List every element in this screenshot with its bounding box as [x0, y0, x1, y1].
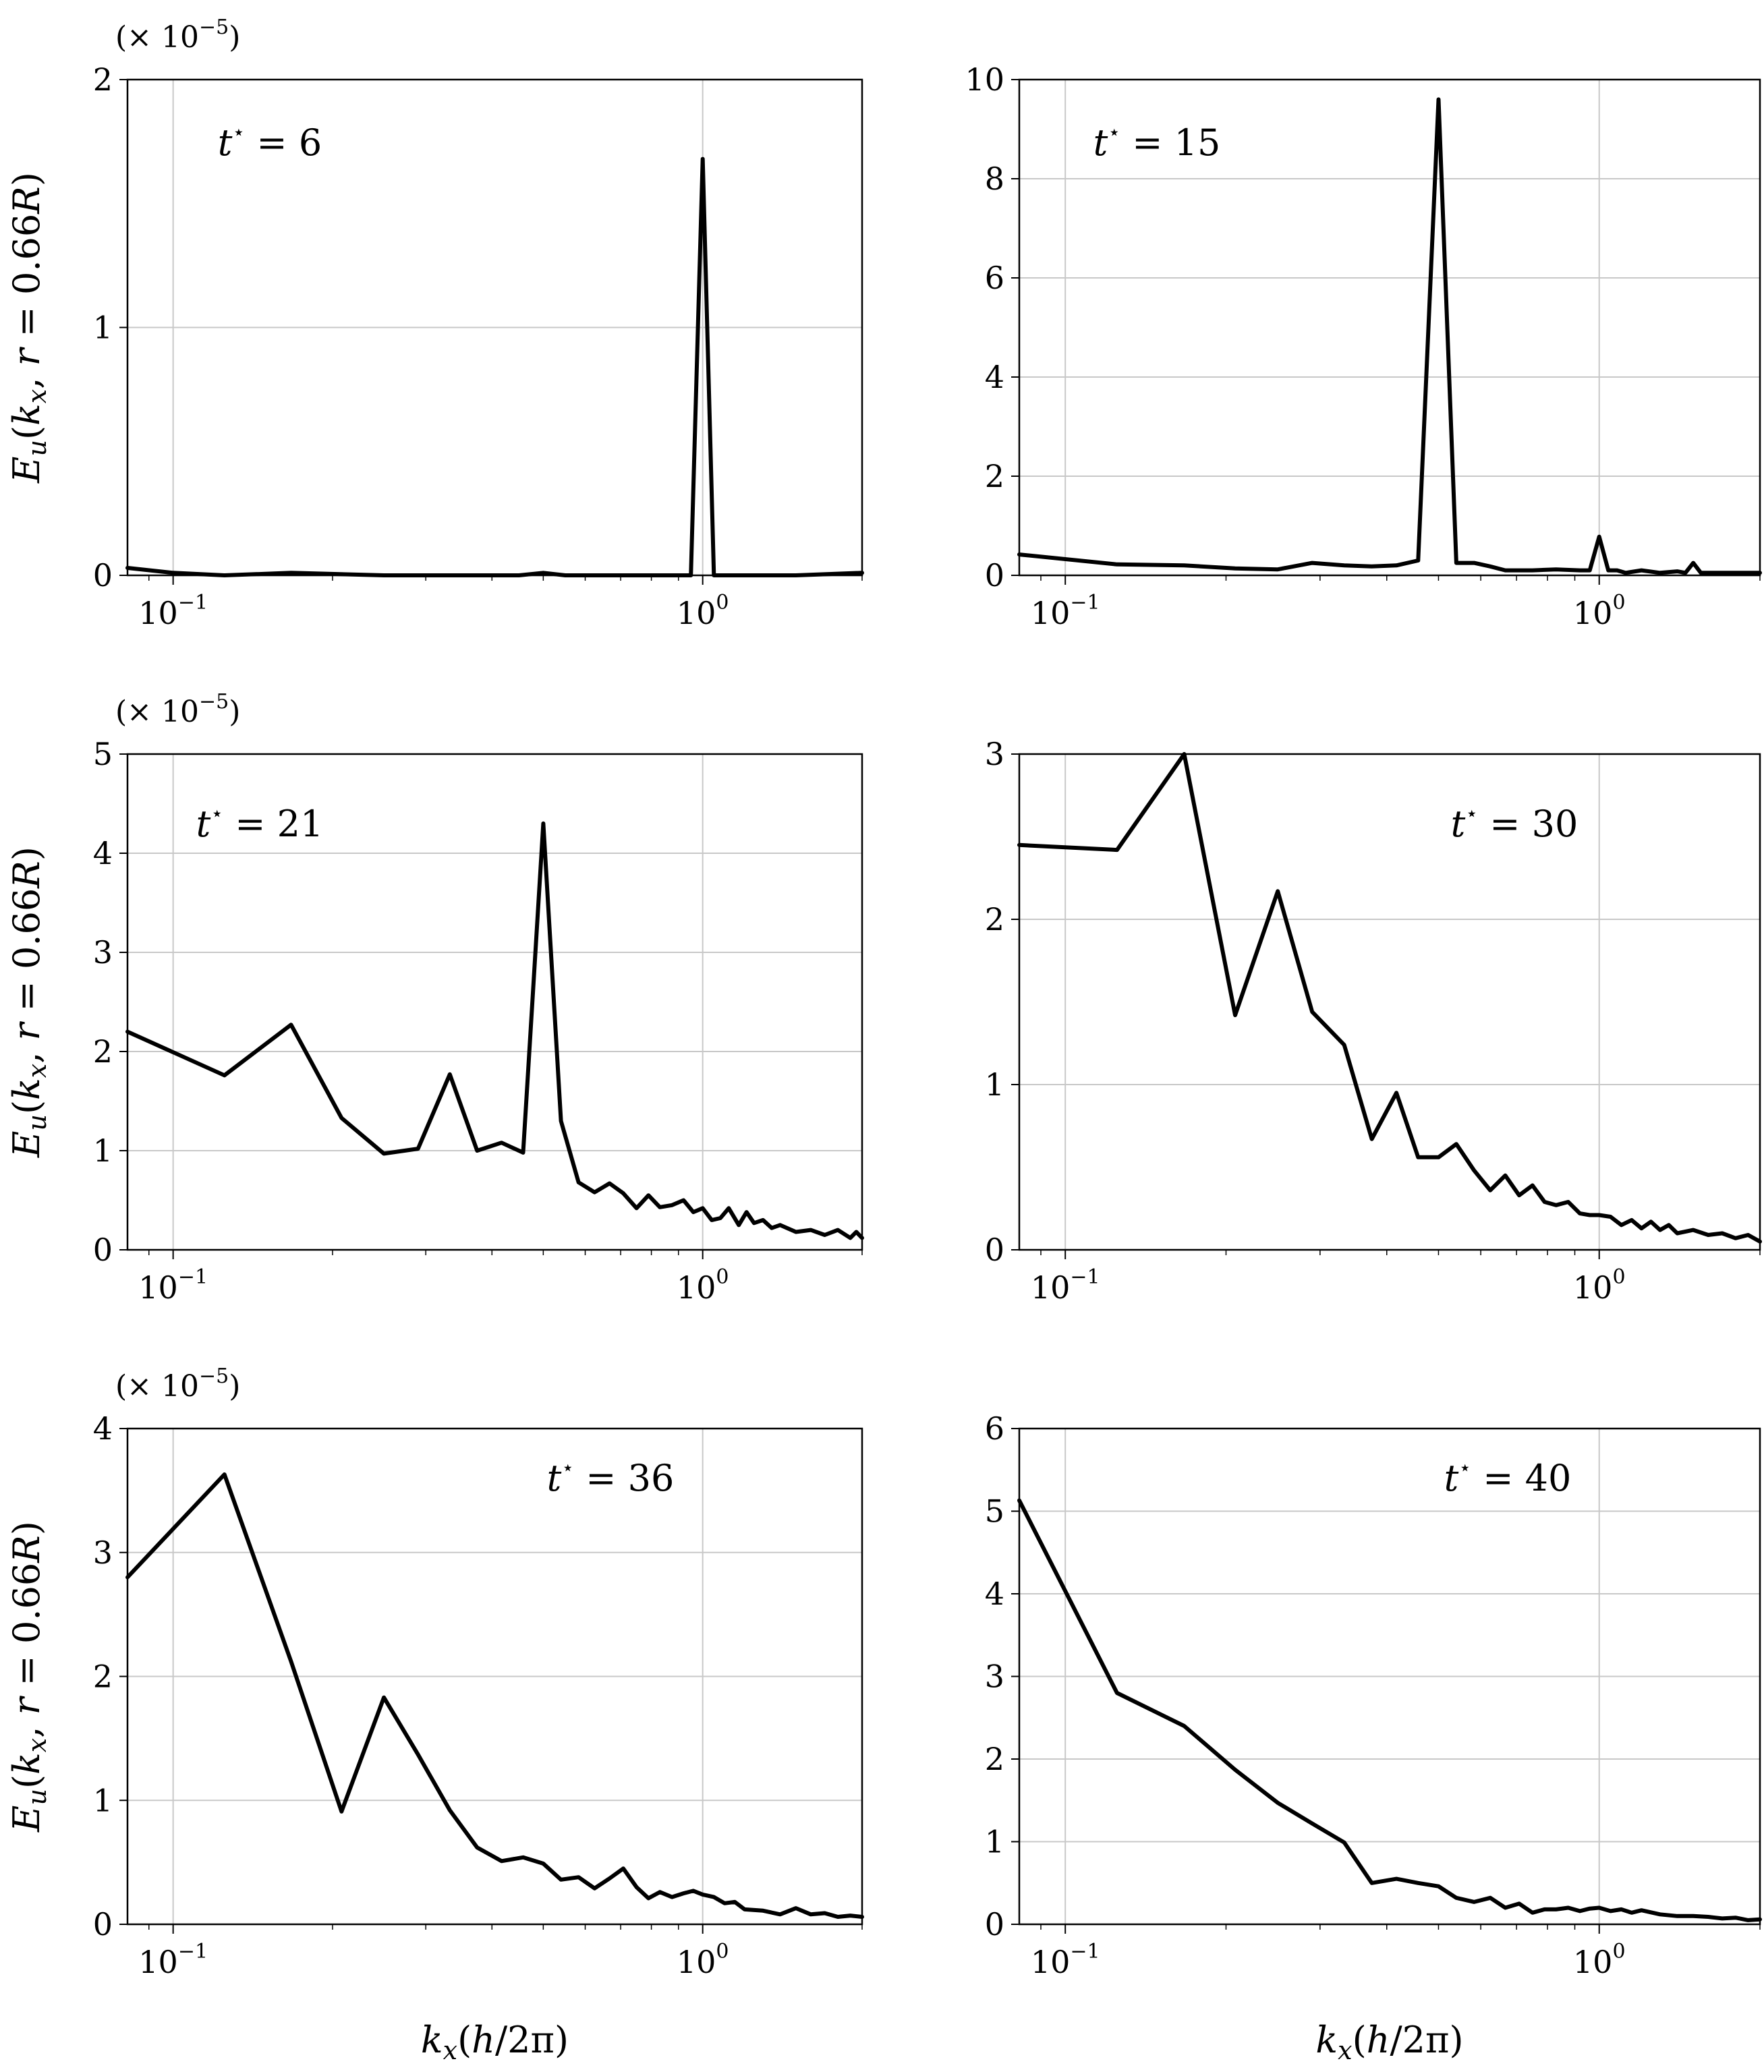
x-tick-label: 100 [677, 591, 729, 631]
y-tick-label: 6 [985, 1410, 1004, 1447]
y-tick-label: 2 [985, 1741, 1004, 1777]
x-axis-label: kx(h/2π) [421, 2019, 569, 2065]
y-tick-label: 4 [93, 1410, 113, 1447]
time-annotation: t⋆ = 30 [1451, 802, 1578, 845]
series-line [125, 821, 864, 1240]
y-tick-label: 0 [93, 557, 113, 594]
y-tick-label: 2 [93, 1033, 113, 1070]
x-tick-label: 10−1 [138, 1265, 208, 1306]
x-tick-label: 100 [677, 1940, 729, 1980]
time-annotation: t⋆ = 40 [1444, 1456, 1572, 1499]
y-tick-label: 2 [93, 1659, 113, 1695]
x-tick-label: 10−1 [138, 591, 208, 631]
y-tick-label: 5 [93, 736, 113, 772]
time-annotation: t⋆ = 36 [547, 1456, 675, 1499]
y-tick-label: 1 [985, 1824, 1004, 1860]
plot-frame [126, 78, 863, 577]
x-tick-label: 10−1 [138, 1940, 208, 1980]
y-tick-label: 3 [93, 934, 113, 971]
time-annotation: t⋆ = 21 [196, 802, 324, 845]
y-axis-label: Eu(kx, r = 0.66R) [5, 172, 52, 484]
x-tick-label: 10−1 [1031, 1265, 1100, 1306]
y-axis-label: Eu(kx, r = 0.66R) [5, 1521, 52, 1833]
chart-panel-top-left: 0 1 2 10−1 100 t⋆ = 6 (× 10−5) Eu(kx, r = 0.66R… [5, 16, 864, 631]
y-tick-label: 1 [985, 1066, 1004, 1103]
y-tick-label: 3 [985, 736, 1004, 772]
series-line [1017, 752, 1762, 1244]
chart-panel-middle-left: 0 1 2 3 4 5 10−1 100 t⋆ = 21 (× 10−5) Eu(kx, r = 0… [5, 690, 864, 1306]
plot-frame [1018, 78, 1761, 577]
y-tick-label: 3 [93, 1534, 113, 1571]
y-tick-label: 6 [985, 260, 1004, 296]
chart-panel-middle-right: 0 1 2 3 10−1 100 t⋆ = 30 [985, 736, 1762, 1306]
y-tick-label: 2 [985, 901, 1004, 938]
series-line [1017, 1498, 1762, 1922]
y-tick-label: 5 [985, 1493, 1004, 1530]
y-tick-label: 0 [93, 1906, 113, 1942]
plot-frame [126, 1427, 863, 1926]
series-line [125, 1472, 864, 1919]
y-tick-label: 8 [985, 161, 1004, 197]
y-tick-label: 0 [985, 557, 1004, 594]
y-tick-label: 4 [93, 835, 113, 871]
time-annotation: t⋆ = 15 [1093, 121, 1221, 164]
chart-panel-top-right: 0 2 4 6 8 10 10−1 100 t⋆ = 15 [965, 61, 1762, 631]
chart-panel-bottom-right: 0 1 2 3 4 5 6 10−1 100 t⋆ = 40 kx(h/2π) [985, 1410, 1762, 2065]
x-tick-label: 100 [1573, 1265, 1626, 1306]
x-tick-label: 100 [677, 1265, 729, 1306]
x-tick-label: 10−1 [1031, 1940, 1100, 1980]
x-tick-label: 100 [1573, 1940, 1626, 1980]
y-tick-label: 1 [93, 1782, 113, 1818]
plot-frame [1018, 1427, 1761, 1926]
x-tick-label: 10−1 [1031, 591, 1100, 631]
plot-frame [126, 753, 863, 1251]
y-tick-label: 1 [93, 310, 113, 346]
y-tick-label: 0 [985, 1232, 1004, 1268]
y-axis-label: Eu(kx, r = 0.66R) [5, 846, 52, 1158]
y-multiplier: (× 10−5) [115, 16, 240, 55]
y-multiplier: (× 10−5) [115, 1364, 240, 1404]
y-tick-label: 3 [985, 1659, 1004, 1695]
y-tick-label: 0 [93, 1232, 113, 1268]
y-tick-label: 10 [965, 61, 1004, 98]
y-tick-label: 1 [93, 1132, 113, 1169]
y-tick-label: 2 [985, 458, 1004, 494]
x-tick-label: 100 [1573, 591, 1626, 631]
plot-frame [1018, 753, 1761, 1251]
series-line [1017, 97, 1762, 575]
y-multiplier: (× 10−5) [115, 690, 240, 729]
y-tick-label: 4 [985, 1576, 1004, 1612]
chart-panel-bottom-left: 0 1 2 3 4 10−1 100 t⋆ = 36 (× 10−5) Eu(kx, r = 0.… [5, 1364, 864, 2065]
y-tick-label: 2 [93, 61, 113, 98]
y-tick-label: 4 [985, 359, 1004, 395]
y-tick-label: 0 [985, 1906, 1004, 1942]
time-annotation: t⋆ = 6 [218, 121, 322, 164]
x-axis-label: kx(h/2π) [1315, 2019, 1463, 2065]
